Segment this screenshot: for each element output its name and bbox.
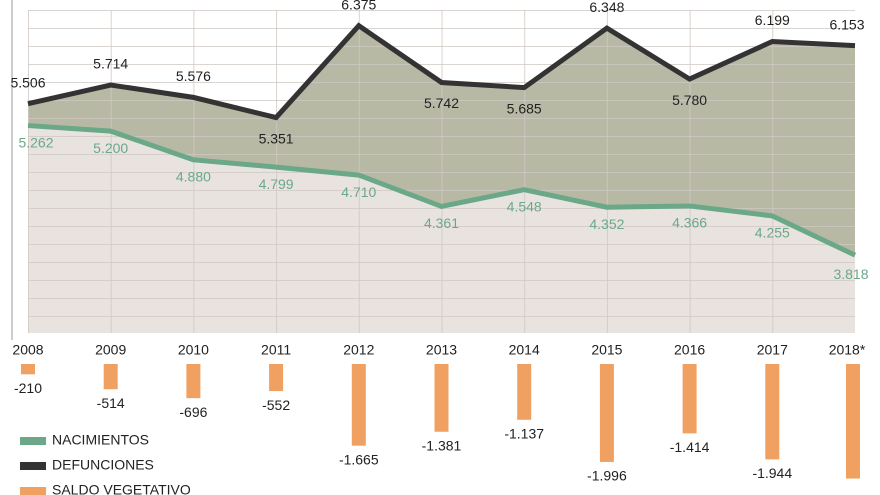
x-tick-label: 2016: [674, 342, 705, 358]
bar: [599, 364, 614, 462]
value-label: 4.352: [589, 216, 624, 232]
bar: [765, 364, 780, 460]
value-label: 5.742: [424, 95, 459, 111]
line: [27, 123, 857, 258]
x-tick-label: 2014: [509, 342, 540, 358]
value-label: 4.880: [176, 169, 211, 185]
x-tick-label: 2018*: [829, 342, 866, 358]
value-label: -1.996: [587, 468, 627, 484]
x-tick-label: 2012: [343, 342, 374, 358]
value-label: 6.348: [589, 0, 624, 15]
value-label: 4.361: [424, 215, 459, 231]
value-label: -552: [262, 397, 290, 413]
value-label: 3.818: [833, 266, 868, 282]
legend-label: NACIMIENTOS: [52, 432, 149, 448]
bar: [846, 364, 860, 479]
value-label: 4.799: [259, 176, 294, 192]
x-tick-label: 2017: [757, 342, 788, 358]
bar: [351, 364, 366, 446]
value-label: 5.506: [10, 74, 45, 90]
value-label: -210: [14, 380, 42, 396]
x-tick-label: 2011: [261, 342, 291, 358]
legend-label: SALDO VEGETATIVO: [52, 482, 191, 495]
value-label: 4.548: [507, 198, 542, 214]
x-tick-label: 2010: [178, 342, 209, 358]
line: [27, 22, 856, 121]
bar: [517, 364, 532, 420]
value-label: 4.710: [341, 184, 376, 200]
value-label: -1.381: [422, 437, 462, 453]
value-label: -1.665: [339, 451, 379, 467]
bar: [269, 364, 284, 392]
value-label: 6.375: [341, 0, 376, 12]
legend-swatch: [20, 437, 46, 445]
bar: [103, 364, 118, 390]
value-label: 5.685: [507, 100, 542, 116]
x-tick-label: 2008: [12, 342, 43, 358]
bar: [434, 364, 449, 432]
value-label: -1.137: [504, 425, 544, 441]
value-label: 6.199: [755, 12, 790, 28]
value-label: 6.153: [829, 16, 864, 32]
value-label: -1.944: [752, 465, 792, 481]
bar: [682, 364, 697, 434]
value-label: 5.576: [176, 68, 211, 84]
legend-swatch: [20, 487, 46, 495]
x-tick-label: 2009: [95, 342, 126, 358]
legend-swatch: [20, 462, 46, 470]
value-label: 5.262: [18, 134, 53, 150]
value-label: -696: [179, 404, 207, 420]
value-label: -514: [97, 395, 125, 411]
value-label: -1.414: [670, 439, 710, 455]
value-label: 4.255: [755, 225, 790, 241]
value-label: 4.366: [672, 215, 707, 231]
value-label: 5.351: [259, 130, 294, 146]
bar: [186, 364, 201, 399]
bar: [21, 364, 35, 375]
value-label: 5.780: [672, 92, 707, 108]
legend-label: DEFUNCIONES: [52, 457, 154, 473]
x-tick-label: 2013: [426, 342, 457, 358]
value-label: 5.200: [93, 140, 128, 156]
x-tick-label: 2015: [591, 342, 622, 358]
value-label: 5.714: [93, 56, 128, 72]
